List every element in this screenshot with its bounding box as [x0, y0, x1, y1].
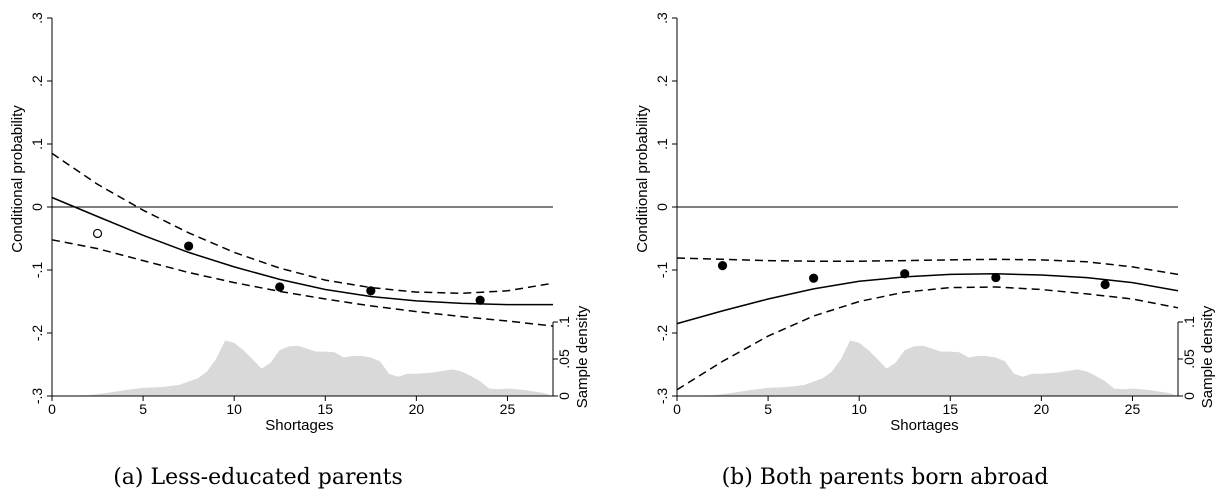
y2-axis-title: Sample density [574, 305, 591, 408]
x-tick-label: 25 [1125, 401, 1141, 417]
series-estimate [51, 196, 553, 306]
series-estimate [676, 273, 1179, 325]
point-filled [275, 282, 285, 292]
y-tick-label: -.1 [654, 262, 670, 279]
x-tick-label: 10 [851, 401, 867, 417]
x-tick-label: 0 [48, 401, 56, 417]
series-lower-ci [676, 286, 1179, 391]
y-tick-label: -.2 [654, 325, 670, 342]
y2-axis-title: Sample density [1199, 305, 1216, 408]
panel-caption: (a) Less-educated parents [113, 465, 403, 490]
y-tick-label: .2 [654, 75, 670, 87]
x-tick-label: 25 [500, 401, 516, 417]
y-axis-title: Conditional probability [9, 105, 26, 253]
x-tick-label: 15 [317, 401, 333, 417]
point-filled [809, 273, 819, 283]
point-filled [366, 286, 376, 296]
y-tick-label: .1 [29, 138, 45, 150]
y-tick-label: 0 [29, 203, 45, 211]
x-tick-label: 15 [942, 401, 958, 417]
density-area [52, 340, 553, 396]
y-axis-title: Conditional probability [634, 105, 651, 253]
y2-tick-label: .1 [1181, 316, 1197, 328]
point-filled [900, 269, 910, 279]
x-tick-label: 5 [139, 401, 147, 417]
x-axis-title: Shortages [890, 417, 958, 434]
y2-tick-label: 0 [556, 392, 572, 400]
y-tick-label: -.3 [654, 388, 670, 405]
y-tick-label: .2 [29, 75, 45, 87]
panel-b: -.3-.2-.10.1.2.30 5 10 15 20 250.05.1Conditio… [634, 12, 1216, 490]
x-tick-label: 0 [673, 401, 681, 417]
x-tick-label: 20 [1034, 401, 1050, 417]
y-tick-label: .3 [29, 12, 45, 24]
point-hollow [92, 228, 103, 239]
point-filled [475, 295, 485, 305]
density-area [677, 340, 1178, 396]
y-tick-label: 0 [654, 203, 670, 211]
panel-a: -.3-.2-.10.1.2.30 5 10 15 20 250.05.1Conditio… [9, 12, 591, 490]
point-filled [1100, 279, 1110, 290]
x-axis-title: Shortages [265, 417, 333, 434]
y2-tick-label: .05 [556, 349, 572, 369]
y-tick-label: .1 [654, 138, 670, 150]
point-filled [717, 260, 728, 271]
y2-tick-label: .05 [1181, 349, 1197, 369]
point-filled [991, 272, 1001, 283]
x-tick-label: 5 [764, 401, 772, 417]
y-tick-label: -.1 [29, 262, 45, 279]
y-tick-label: -.2 [29, 325, 45, 342]
x-tick-label: 20 [409, 401, 425, 417]
series-upper-ci [51, 152, 554, 295]
point-filled [184, 241, 194, 251]
y-tick-label: -.3 [29, 388, 45, 405]
y2-tick-label: .1 [556, 316, 572, 328]
y2-tick-label: 0 [1181, 392, 1197, 400]
series-lower-ci [51, 239, 554, 327]
panel-caption: (b) Both parents born abroad [722, 465, 1049, 490]
series-upper-ci [676, 257, 1179, 276]
y-tick-label: .3 [654, 12, 670, 24]
x-tick-label: 10 [226, 401, 242, 417]
